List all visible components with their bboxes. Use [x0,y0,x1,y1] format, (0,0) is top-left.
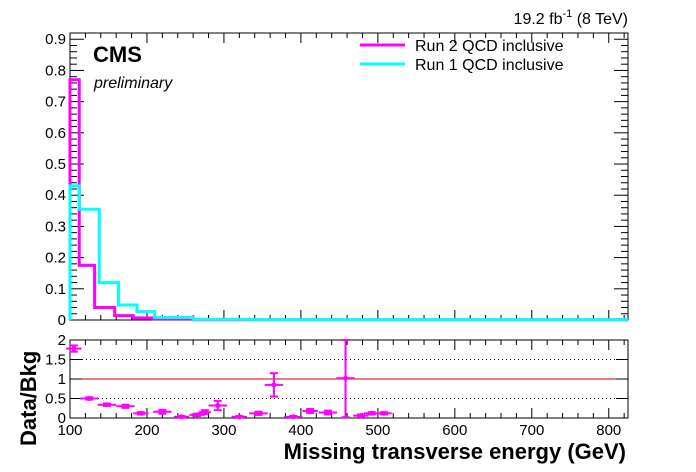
distribution-panel: 0 0.1 0.2 0.3 0.4 0.5 0.6 0.7 0.8 0.9 [45,31,629,329]
ratio-point-marker [179,414,185,420]
ratio-point-marker [343,375,349,381]
ratio-point-marker [202,409,208,415]
ratio-x-tick-label: 300 [211,422,236,439]
ratio-x-tick-label: 400 [288,422,313,439]
ratio-point [80,396,99,401]
ratio-y-tick-label: 0.5 [45,391,66,408]
ratio-point [364,410,380,416]
ratio-point [264,372,284,398]
ratio-point [353,413,369,419]
ratio-x-tick-label: 700 [519,422,544,439]
ratio-y-tick-label: 0 [58,410,66,427]
legend: Run 2 QCD inclusive Run 1 QCD inclusive [360,38,564,74]
ratio-point [133,410,149,416]
ratio-point-marker [236,414,242,420]
top-y-tick-label: 0 [58,312,66,329]
ratio-point [318,409,338,416]
top-y-tick-label: 0.4 [45,187,66,204]
ratio-point-marker [381,410,387,416]
ratio-y-axis-title: Data/Bkg [16,351,41,446]
top-y-tick-label: 0.6 [45,125,66,142]
ratio-point [66,344,82,353]
ratio-point [153,408,172,415]
ratio-point [198,409,211,416]
ratio-point [249,410,268,416]
top-series-group [68,78,628,322]
ratio-point-marker [194,412,200,418]
legend-label-2: Run 1 QCD inclusive [415,57,564,74]
lumi-label: 19.2 fb-1 (8 TeV) [514,8,628,28]
ratio-x-tick-label: 500 [365,422,390,439]
ratio-point-marker [71,346,77,352]
ratio-point [116,403,135,409]
legend-label-1: Run 2 QCD inclusive [415,38,564,55]
top-y-tick-label: 0.9 [45,31,66,48]
ratio-point-marker [271,382,277,388]
ratio-point-marker [159,409,165,415]
top-y-tick-label: 0.3 [45,218,66,235]
top-y-tick-label: 0.5 [45,156,66,173]
ratio-point-marker [358,413,364,419]
ratio-point-marker [104,402,110,408]
series-line-2 [68,184,628,322]
series-line-1 [68,78,628,322]
top-y-tick-label: 0.7 [45,94,66,111]
ratio-x-tick-label: 200 [134,422,159,439]
ratio-x-tick-label: 100 [57,422,82,439]
top-y-axis: 0 0.1 0.2 0.3 0.4 0.5 0.6 0.7 0.8 0.9 [45,31,628,329]
x-axis-title: Missing transverse energy (GeV) [284,439,626,464]
ratio-y-axis: 0 0.5 1 1.5 2 [45,332,628,427]
ratio-y-tick-label: 1.5 [45,352,66,369]
ratio-y-tick-label: 2 [58,332,66,349]
ratio-point-marker [325,410,331,416]
ratio-panel: 0 0.5 1 1.5 2 100 200 300 400 500 600 700 800 [45,332,629,439]
experiment-label: CMS [93,42,142,67]
ratio-point-marker [138,410,144,416]
ratio-point-marker [86,396,92,401]
ratio-x-tick-label: 600 [442,422,467,439]
ratio-point [208,399,228,412]
top-y-tick-label: 0.8 [45,62,66,79]
top-y-tick-label: 0.2 [45,250,66,267]
ratio-y-tick-label: 1 [58,371,66,388]
ratio-point [336,339,355,419]
ratio-point-marker [122,403,128,409]
lumi-unit-superscript: -1 [562,8,572,20]
ratio-point [231,414,248,420]
ratio-point-marker [369,410,375,416]
ratio-point-marker [215,403,221,409]
ratio-point [302,408,318,414]
ratio-points-group [66,339,392,420]
status-label: preliminary [93,75,173,92]
ratio-point [283,414,303,420]
top-y-tick-label: 0.1 [45,281,66,298]
ratio-point [376,410,392,416]
ratio-point-marker [307,408,313,414]
ratio-x-axis: 100 200 300 400 500 600 700 800 [57,340,625,439]
ratio-point-marker [290,414,296,420]
ratio-point [97,402,117,408]
ratio-point-marker [256,410,262,416]
ratio-point [173,414,190,420]
ratio-x-tick-label: 800 [596,422,621,439]
